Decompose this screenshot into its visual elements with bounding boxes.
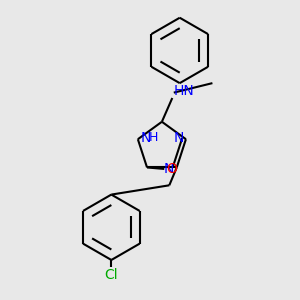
Text: HN: HN [173,84,194,98]
Text: N: N [173,131,184,145]
Text: H: H [148,131,158,144]
Text: N: N [164,162,174,176]
Text: N: N [140,131,151,145]
Text: O: O [167,162,178,176]
Text: Cl: Cl [104,268,118,282]
